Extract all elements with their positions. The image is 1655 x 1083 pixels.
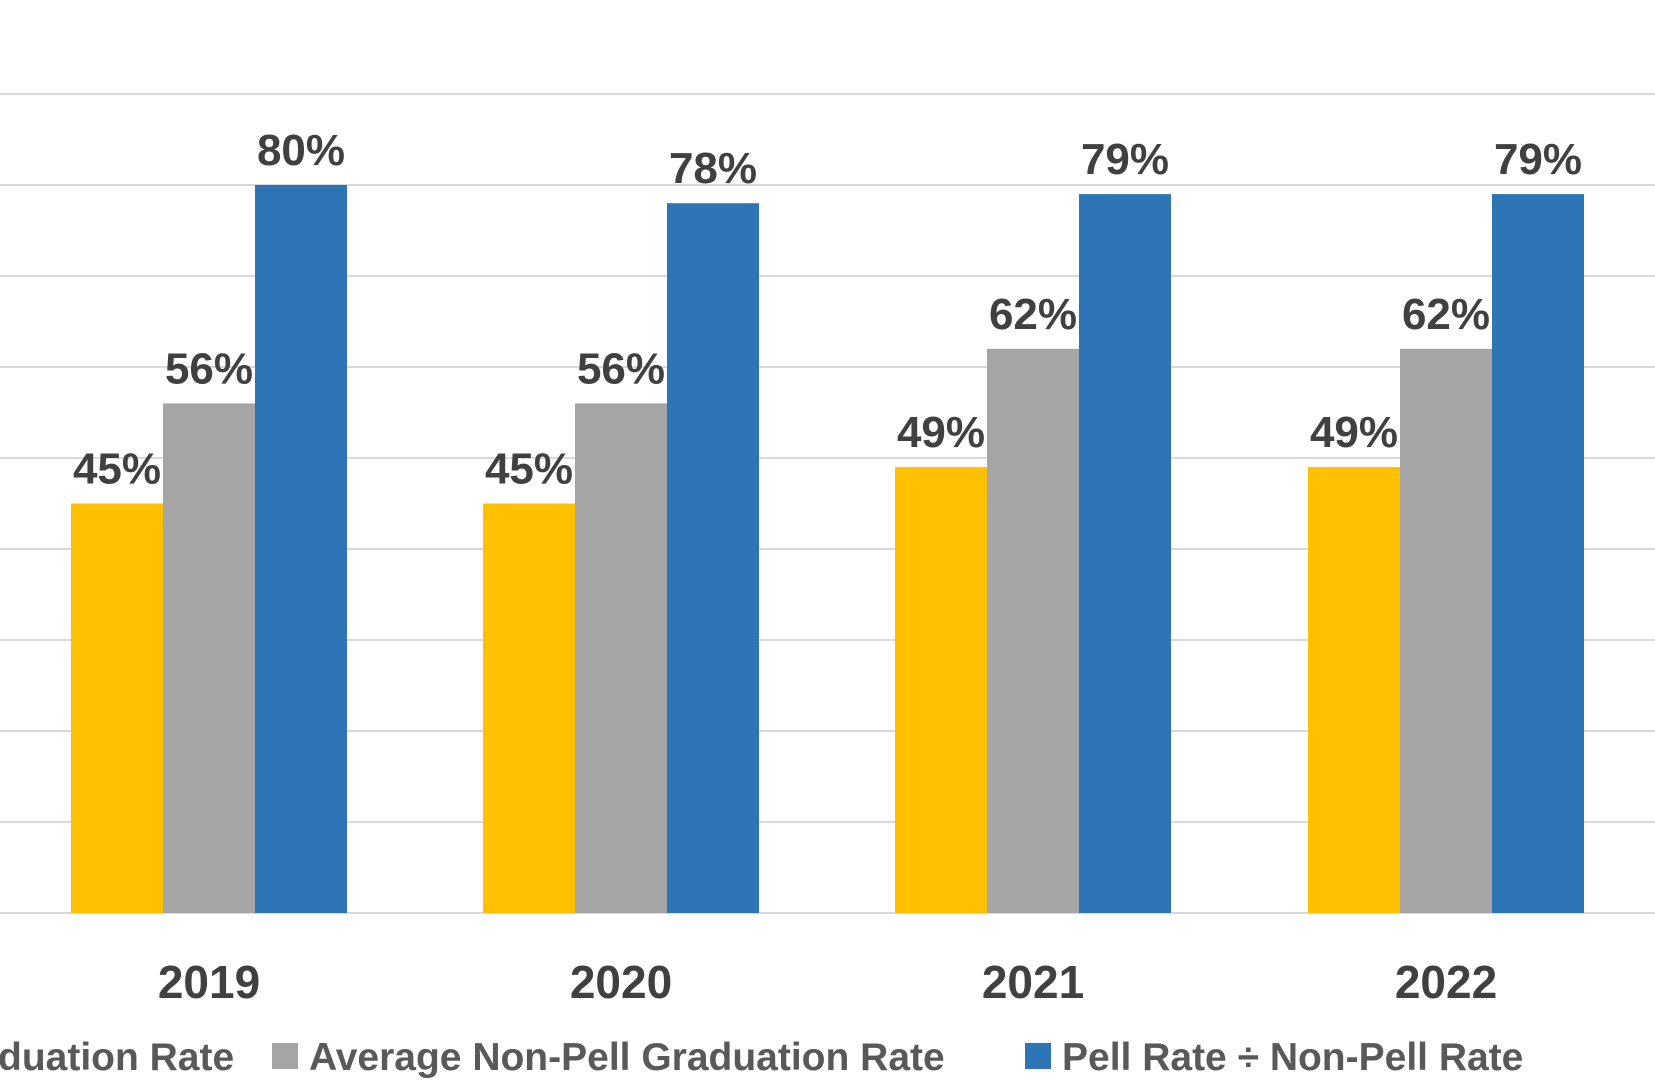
bar-2022-series-1 [1308,467,1400,913]
legend-swatch [272,1043,298,1069]
bar-2019-series-1 [71,503,163,913]
x-tick-label: 2019 [158,956,260,1008]
bar-2019-series-2 [163,403,255,913]
bars [71,185,1584,914]
legend-label: Pell Rate ÷ Non-Pell Rate [1062,1036,1523,1079]
data-label-2022-series-1: 49% [1310,408,1398,457]
x-tick-label: 2022 [1395,956,1497,1008]
bar-2022-series-2 [1400,348,1492,913]
legend-item-series-3: Pell Rate ÷ Non-Pell Rate [1025,1036,1523,1079]
x-tick-label: 2020 [570,956,672,1008]
bar-2021-series-1 [895,467,987,913]
bar-2022-series-3 [1492,194,1584,914]
legend-label: Average Non-Pell Graduation Rate [309,1036,945,1079]
data-labels: 45% 56% 80% 45% 56% 78% 49% 62% 79% 49% 62% 79% [73,126,1582,494]
x-axis-ticks: 2019 2020 2021 2022 [158,956,1497,1008]
bar-2020-series-1 [483,503,575,913]
data-label-2022-series-3: 79% [1494,135,1582,184]
bar-2021-series-3 [1079,194,1171,914]
legend-label: duation Rate [0,1036,234,1079]
data-label-2020-series-2: 56% [577,344,665,393]
data-label-2019-series-3: 80% [257,126,345,175]
legend: duation Rate Average Non-Pell Graduation … [0,1036,1523,1079]
data-label-2020-series-3: 78% [669,144,757,193]
data-label-2021-series-3: 79% [1081,135,1169,184]
x-tick-label: 2021 [982,956,1084,1008]
bar-2021-series-2 [987,348,1079,913]
data-label-2021-series-1: 49% [897,408,985,457]
legend-swatch [1025,1043,1051,1069]
legend-item-series-2: Average Non-Pell Graduation Rate [272,1036,945,1079]
data-label-2020-series-1: 45% [485,445,573,494]
data-label-2022-series-2: 62% [1402,290,1490,339]
bar-2020-series-3 [667,203,759,913]
bar-2020-series-2 [575,403,667,913]
data-label-2019-series-1: 45% [73,445,161,494]
data-label-2021-series-2: 62% [989,290,1077,339]
data-label-2019-series-2: 56% [165,344,253,393]
bar-2019-series-3 [255,185,347,913]
legend-item-series-1: duation Rate [0,1036,234,1079]
